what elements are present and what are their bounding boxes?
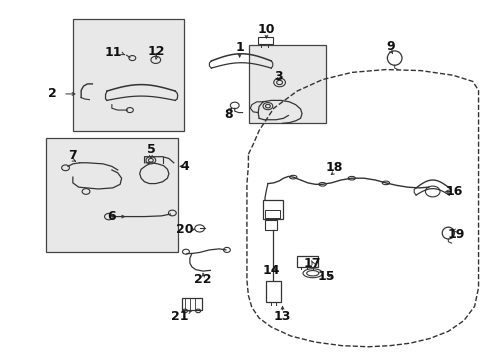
Text: 20: 20	[176, 223, 193, 236]
Text: 16: 16	[445, 185, 462, 198]
Text: 18: 18	[325, 161, 343, 174]
Text: 6: 6	[107, 210, 116, 223]
Text: 21: 21	[171, 310, 188, 323]
Bar	[264, 220, 277, 230]
Text: 4: 4	[180, 160, 189, 173]
Bar	[249, 45, 326, 123]
Text: 10: 10	[257, 23, 275, 36]
Bar	[73, 19, 183, 131]
Text: 17: 17	[304, 257, 321, 270]
Text: 5: 5	[146, 143, 155, 156]
Bar	[266, 281, 281, 302]
Text: 8: 8	[224, 108, 233, 121]
Bar	[182, 298, 201, 310]
Bar	[263, 200, 282, 220]
Text: 9: 9	[386, 40, 394, 53]
Text: 11: 11	[104, 46, 122, 59]
Text: 12: 12	[148, 45, 165, 58]
Bar	[258, 37, 272, 44]
Text: 2: 2	[47, 87, 56, 100]
Bar	[45, 138, 178, 252]
Text: 1: 1	[235, 41, 244, 54]
Text: 15: 15	[317, 270, 334, 283]
Text: 14: 14	[262, 264, 280, 277]
Text: 22: 22	[194, 273, 211, 286]
Text: 3: 3	[274, 69, 283, 82]
Bar	[297, 256, 317, 267]
Text: 19: 19	[447, 228, 465, 241]
Text: 13: 13	[273, 310, 291, 324]
Text: 7: 7	[68, 149, 77, 162]
Bar	[264, 211, 279, 218]
